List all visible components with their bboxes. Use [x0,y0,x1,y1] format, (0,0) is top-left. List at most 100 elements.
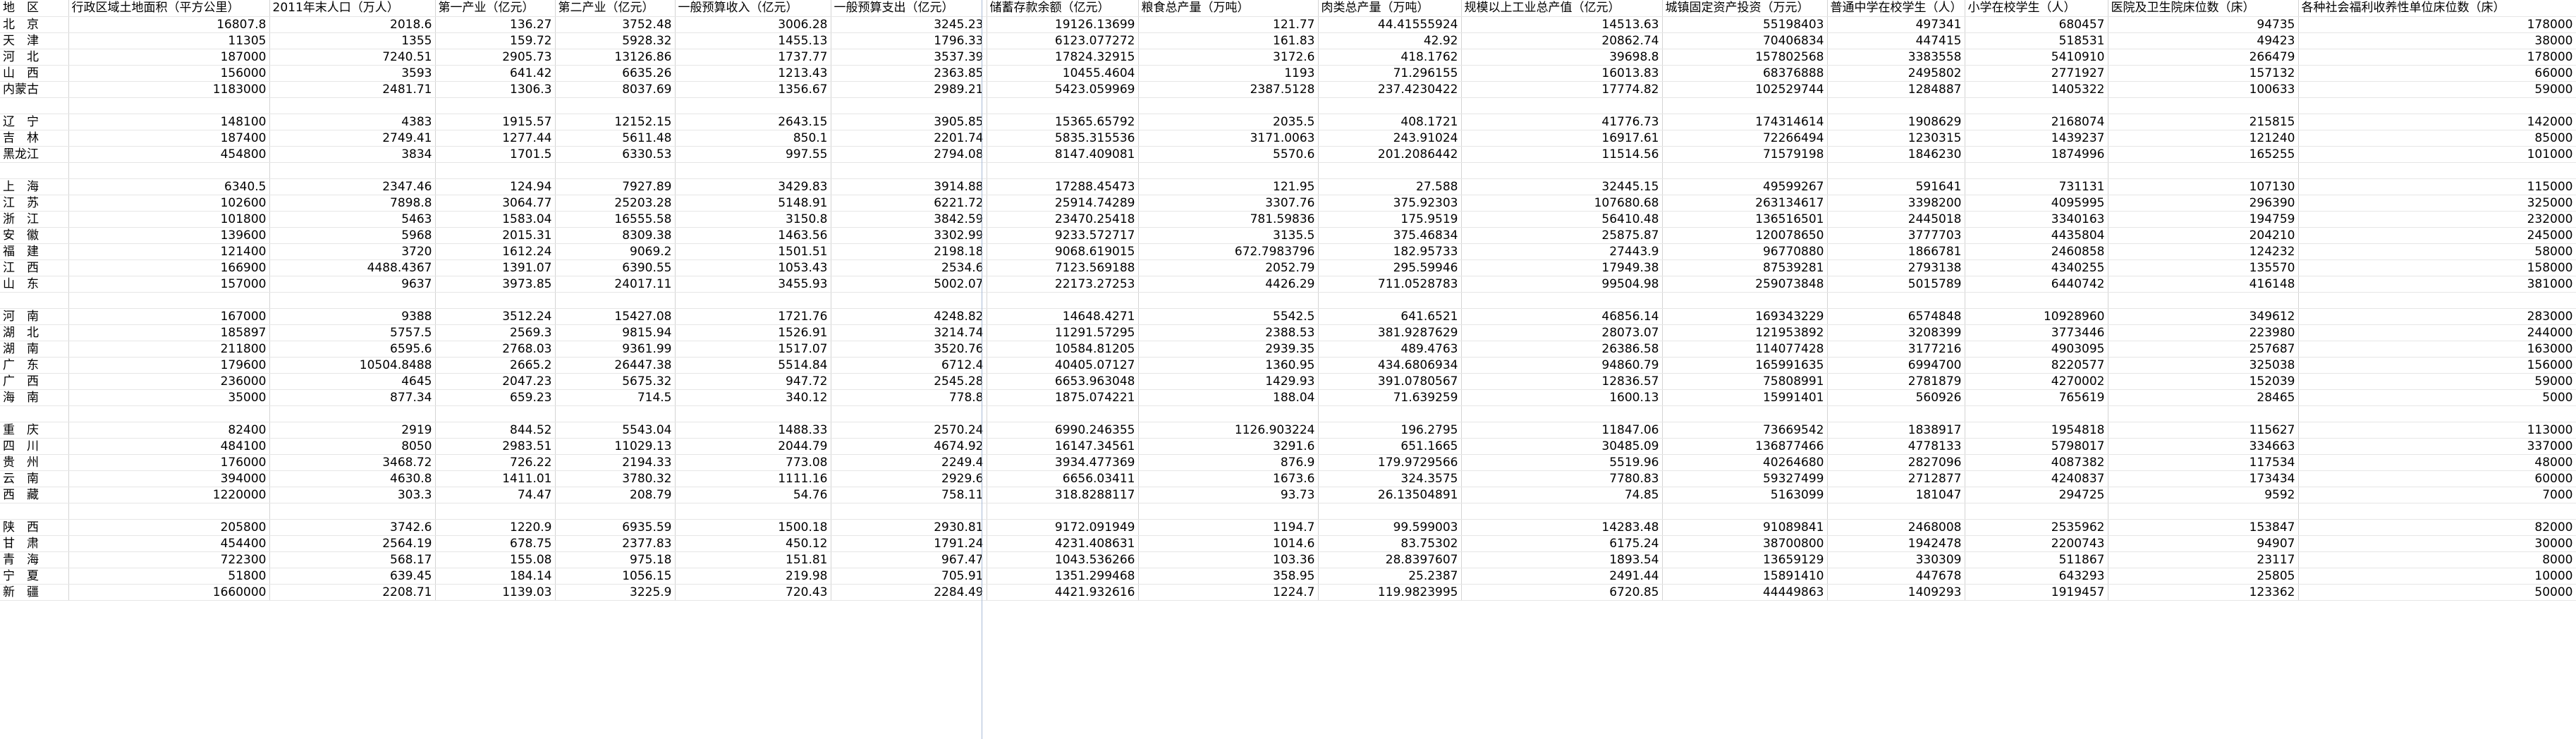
data-cell[interactable]: 28.8397607 [1318,551,1462,568]
data-cell[interactable]: 55198403 [1662,16,1828,33]
data-cell[interactable]: 12836.57 [1461,373,1663,390]
empty-cell[interactable] [555,503,676,520]
data-cell[interactable]: 6175.24 [1461,535,1663,552]
data-cell[interactable]: 6935.59 [555,519,676,536]
data-cell[interactable]: 489.4763 [1318,341,1462,358]
data-cell[interactable]: 1721.76 [675,308,831,325]
data-cell[interactable]: 232000 [2298,211,2576,228]
data-cell[interactable]: 121.77 [1138,16,1319,33]
data-cell[interactable]: 87539281 [1662,259,1828,276]
data-cell[interactable]: 2939.35 [1138,341,1319,358]
data-cell[interactable]: 179600 [68,357,270,374]
data-cell[interactable]: 2771927 [1965,65,2108,82]
data-cell[interactable]: 156000 [68,65,270,82]
region-cell[interactable]: 浙 江 [0,211,69,228]
data-cell[interactable]: 121240 [2108,130,2299,147]
data-cell[interactable]: 1043.536266 [987,551,1139,568]
data-cell[interactable]: 773.08 [675,454,831,471]
data-cell[interactable]: 2643.15 [675,114,831,130]
empty-cell[interactable] [0,162,69,179]
data-cell[interactable]: 161.83 [1138,32,1319,49]
region-cell[interactable]: 上 海 [0,178,69,195]
data-cell[interactable]: 6221.72 [831,195,987,212]
data-cell[interactable]: 391.0780567 [1318,373,1462,390]
data-cell[interactable]: 1351.299468 [987,568,1139,585]
data-cell[interactable]: 447415 [1827,32,1965,49]
data-cell[interactable]: 4426.29 [1138,276,1319,293]
data-cell[interactable]: 1284887 [1827,81,1965,98]
data-cell[interactable]: 2712877 [1827,470,1965,487]
data-cell[interactable]: 450.12 [675,535,831,552]
data-cell[interactable]: 1796.33 [831,32,987,49]
empty-cell[interactable] [1318,503,1462,520]
data-cell[interactable]: 591641 [1827,178,1965,195]
data-cell[interactable]: 17774.82 [1461,81,1663,98]
data-cell[interactable]: 2200743 [1965,535,2108,552]
empty-cell[interactable] [2298,292,2576,309]
data-cell[interactable]: 2827096 [1827,454,1965,471]
empty-cell[interactable] [675,97,831,114]
data-cell[interactable]: 1405322 [1965,81,2108,98]
data-cell[interactable]: 119.9823995 [1318,584,1462,601]
data-cell[interactable]: 5570.6 [1138,146,1319,163]
data-cell[interactable]: 651.1665 [1318,438,1462,455]
data-cell[interactable]: 877.34 [269,389,436,406]
empty-cell[interactable] [675,292,831,309]
data-cell[interactable]: 83.75302 [1318,535,1462,552]
data-cell[interactable]: 2208.71 [269,584,436,601]
data-cell[interactable]: 174314614 [1662,114,1828,130]
data-cell[interactable]: 1230315 [1827,130,1965,147]
data-cell[interactable]: 722300 [68,551,270,568]
data-cell[interactable]: 71.639259 [1318,389,1462,406]
data-cell[interactable]: 103.36 [1138,551,1319,568]
region-cell[interactable]: 北 京 [0,16,69,33]
empty-cell[interactable] [1461,292,1663,309]
data-cell[interactable]: 167000 [68,308,270,325]
data-cell[interactable]: 201.2086442 [1318,146,1462,163]
data-cell[interactable]: 3773446 [1965,324,2108,341]
data-cell[interactable]: 169343229 [1662,308,1828,325]
empty-cell[interactable] [0,405,69,422]
empty-cell[interactable] [1827,292,1965,309]
data-cell[interactable]: 381.9287629 [1318,324,1462,341]
data-cell[interactable]: 102600 [68,195,270,212]
data-cell[interactable]: 94735 [2108,16,2299,33]
empty-cell[interactable] [435,97,556,114]
data-cell[interactable]: 107680.68 [1461,195,1663,212]
column-header[interactable]: 城镇固定资产投资（万元） [1662,0,1828,17]
data-cell[interactable]: 56410.48 [1461,211,1663,228]
empty-cell[interactable] [2298,97,2576,114]
data-cell[interactable]: 844.52 [435,422,556,439]
data-cell[interactable]: 259073848 [1662,276,1828,293]
data-cell[interactable]: 1411.01 [435,470,556,487]
data-cell[interactable]: 2491.44 [1461,568,1663,585]
data-cell[interactable]: 9637 [269,276,436,293]
data-cell[interactable]: 3006.28 [675,16,831,33]
data-cell[interactable]: 123362 [2108,584,2299,601]
data-cell[interactable]: 484100 [68,438,270,455]
region-cell[interactable]: 青 海 [0,551,69,568]
data-cell[interactable]: 50000 [2298,584,2576,601]
data-cell[interactable]: 3291.6 [1138,438,1319,455]
data-cell[interactable]: 9069.2 [555,243,676,260]
data-cell[interactable]: 1701.5 [435,146,556,163]
data-cell[interactable]: 23470.25418 [987,211,1139,228]
data-cell[interactable]: 187400 [68,130,270,147]
data-cell[interactable]: 204210 [2108,227,2299,244]
data-cell[interactable]: 23117 [2108,551,2299,568]
data-cell[interactable]: 17949.38 [1461,259,1663,276]
data-cell[interactable]: 101800 [68,211,270,228]
data-cell[interactable]: 2388.53 [1138,324,1319,341]
data-cell[interactable]: 2481.71 [269,81,436,98]
data-cell[interactable]: 1277.44 [435,130,556,147]
region-cell[interactable]: 四 川 [0,438,69,455]
data-cell[interactable]: 2015.31 [435,227,556,244]
empty-cell[interactable] [1965,162,2108,179]
column-header[interactable]: 行政区域土地面积（平方公里） [68,0,270,17]
data-cell[interactable]: 4240837 [1965,470,2108,487]
data-cell[interactable]: 6635.26 [555,65,676,82]
empty-cell[interactable] [987,97,1139,114]
data-cell[interactable]: 3429.83 [675,178,831,195]
data-cell[interactable]: 7240.51 [269,49,436,66]
data-cell[interactable]: 1193 [1138,65,1319,82]
